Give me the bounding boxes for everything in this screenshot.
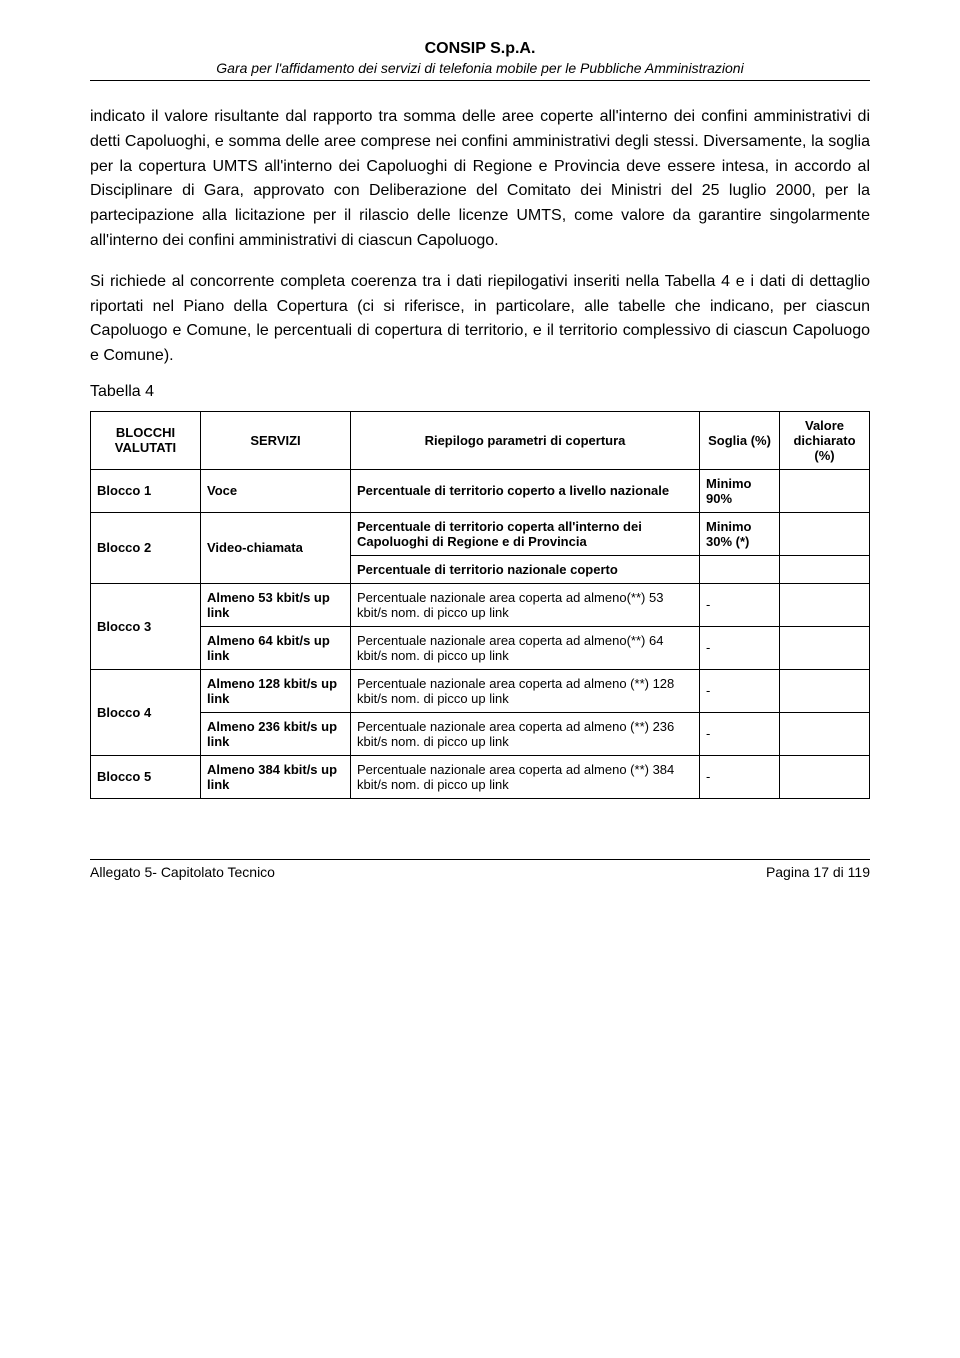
cell-blocco5-valore — [780, 755, 870, 798]
cell-blocco3-soglia2: - — [700, 626, 780, 669]
th-blocchi: BLOCCHI VALUTATI — [91, 411, 201, 469]
cell-blocco1-riepilogo: Percentuale di territorio coperto a live… — [351, 469, 700, 512]
table-header-row: BLOCCHI VALUTATI SERVIZI Riepilogo param… — [91, 411, 870, 469]
table-row: Blocco 3 Almeno 53 kbit/s up link Percen… — [91, 583, 870, 626]
cell-blocco1-soglia: Minimo 90% — [700, 469, 780, 512]
coverage-table: BLOCCHI VALUTATI SERVIZI Riepilogo param… — [90, 411, 870, 799]
th-servizi: SERVIZI — [201, 411, 351, 469]
footer-divider — [90, 859, 870, 860]
table-caption: Tabella 4 — [90, 383, 870, 401]
document-page: CONSIP S.p.A. Gara per l'affidamento dei… — [0, 0, 960, 910]
table-row: Blocco 1 Voce Percentuale di territorio … — [91, 469, 870, 512]
cell-blocco4-soglia1: - — [700, 669, 780, 712]
table-row: Almeno 64 kbit/s up link Percentuale naz… — [91, 626, 870, 669]
cell-blocco2-label: Blocco 2 — [91, 512, 201, 583]
cell-blocco2-servizio: Video-chiamata — [201, 512, 351, 583]
cell-blocco5-label: Blocco 5 — [91, 755, 201, 798]
cell-blocco3-valore2 — [780, 626, 870, 669]
paragraph-2: Si richiede al concorrente completa coer… — [90, 270, 870, 369]
cell-blocco4-label: Blocco 4 — [91, 669, 201, 755]
cell-blocco2-riepilogo2: Percentuale di territorio nazionale cope… — [351, 555, 700, 583]
cell-blocco3-riepilogo1: Percentuale nazionale area coperta ad al… — [351, 583, 700, 626]
cell-blocco2-riepilogo1: Percentuale di territorio coperta all'in… — [351, 512, 700, 555]
footer-right: Pagina 17 di 119 — [766, 864, 870, 880]
cell-blocco2-soglia2 — [700, 555, 780, 583]
table-row: Blocco 5 Almeno 384 kbit/s up link Perce… — [91, 755, 870, 798]
header-divider — [90, 80, 870, 81]
cell-blocco3-label: Blocco 3 — [91, 583, 201, 669]
th-soglia: Soglia (%) — [700, 411, 780, 469]
footer-left: Allegato 5- Capitolato Tecnico — [90, 864, 275, 880]
cell-blocco1-valore — [780, 469, 870, 512]
cell-blocco5-soglia: - — [700, 755, 780, 798]
cell-blocco4-valore2 — [780, 712, 870, 755]
footer: Allegato 5- Capitolato Tecnico Pagina 17… — [90, 864, 870, 880]
table-row: Almeno 236 kbit/s up link Percentuale na… — [91, 712, 870, 755]
table-row: Blocco 4 Almeno 128 kbit/s up link Perce… — [91, 669, 870, 712]
cell-blocco2-valore2 — [780, 555, 870, 583]
cell-blocco4-servizio2: Almeno 236 kbit/s up link — [201, 712, 351, 755]
cell-blocco4-riepilogo2: Percentuale nazionale area coperta ad al… — [351, 712, 700, 755]
cell-blocco3-servizio2: Almeno 64 kbit/s up link — [201, 626, 351, 669]
cell-blocco5-servizio: Almeno 384 kbit/s up link — [201, 755, 351, 798]
cell-blocco4-valore1 — [780, 669, 870, 712]
cell-blocco2-soglia1: Minimo 30% (*) — [700, 512, 780, 555]
cell-blocco4-servizio1: Almeno 128 kbit/s up link — [201, 669, 351, 712]
cell-blocco4-riepilogo1: Percentuale nazionale area coperta ad al… — [351, 669, 700, 712]
cell-blocco3-riepilogo2: Percentuale nazionale area coperta ad al… — [351, 626, 700, 669]
cell-blocco1-servizio: Voce — [201, 469, 351, 512]
table-row: Blocco 2 Video-chiamata Percentuale di t… — [91, 512, 870, 555]
cell-blocco1-label: Blocco 1 — [91, 469, 201, 512]
header-title: CONSIP S.p.A. — [90, 40, 870, 58]
header-subtitle: Gara per l'affidamento dei servizi di te… — [90, 60, 870, 76]
th-valore: Valore dichiarato (%) — [780, 411, 870, 469]
th-riepilogo: Riepilogo parametri di copertura — [351, 411, 700, 469]
cell-blocco2-valore1 — [780, 512, 870, 555]
paragraph-1: indicato il valore risultante dal rappor… — [90, 105, 870, 254]
cell-blocco3-valore1 — [780, 583, 870, 626]
cell-blocco3-servizio1: Almeno 53 kbit/s up link — [201, 583, 351, 626]
cell-blocco3-soglia1: - — [700, 583, 780, 626]
cell-blocco4-soglia2: - — [700, 712, 780, 755]
cell-blocco5-riepilogo: Percentuale nazionale area coperta ad al… — [351, 755, 700, 798]
